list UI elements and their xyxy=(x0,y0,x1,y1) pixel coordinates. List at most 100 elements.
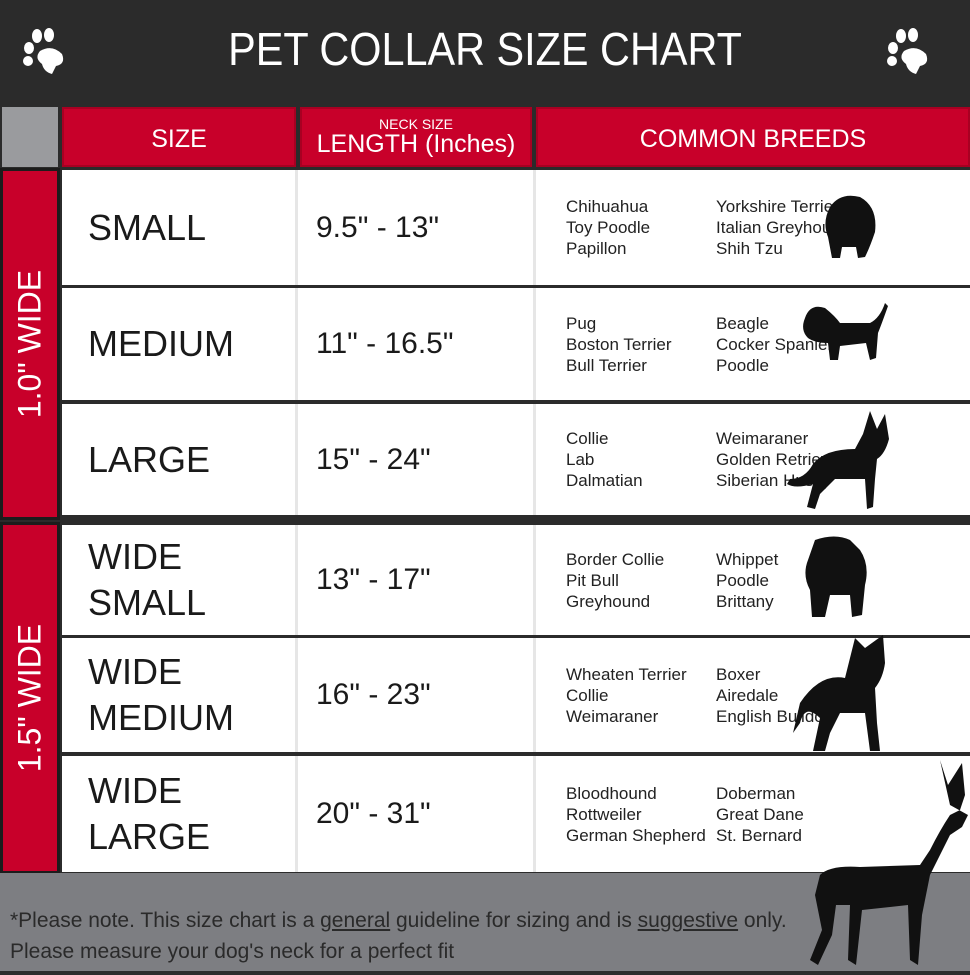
size-cell: SMALL xyxy=(62,170,298,285)
size-cell: WIDE LARGE xyxy=(62,756,298,872)
breed-name: Italian Greyhound xyxy=(716,218,851,237)
breeds-right: Yorkshire Terrier Italian Greyhound Shih T… xyxy=(716,170,850,285)
paw-icon xyxy=(23,28,64,74)
length-value: 16" - 23" xyxy=(316,678,431,711)
size-name: SMALL xyxy=(88,582,207,623)
size-name: WIDE xyxy=(88,651,182,692)
length-cell: 9.5" - 13" xyxy=(300,170,536,285)
size-cell: MEDIUM xyxy=(62,288,298,400)
column-header-size: SIZE xyxy=(62,107,296,167)
breed-name: Chihuahua xyxy=(566,197,649,216)
size-row: SMALL 9.5" - 13" Chihuahua Toy Poodle Papi… xyxy=(62,170,970,285)
breed-name: Collie xyxy=(566,685,609,705)
breed-name: Pit Bull xyxy=(566,570,619,590)
breed-name: Bloodhound xyxy=(566,783,657,803)
footer-line-2: Please measure your dog's neck for a per… xyxy=(10,940,455,963)
breed-name: Golden Retriever xyxy=(716,450,845,469)
breeds-header-label: COMMON BREEDS xyxy=(639,125,867,153)
breeds-right: Whippet Poodle Brittany xyxy=(716,525,778,635)
breeds-left: Wheaten Terrier Collie Weimaraner xyxy=(566,638,687,752)
breed-name: Brittany xyxy=(716,591,774,611)
size-name: WIDE xyxy=(88,770,182,811)
header-banner: PET COLLAR SIZE CHART xyxy=(0,0,970,104)
breeds-cell: Pug Boston Terrier Bull Terrier Beagle Cock… xyxy=(536,288,970,400)
size-name: WIDE xyxy=(88,536,182,577)
length-cell: 11" - 16.5" xyxy=(300,288,536,400)
neck-size-label: NECK SIZE xyxy=(379,116,453,132)
length-value: 13" - 17" xyxy=(316,563,431,596)
breed-name: Dalmatian xyxy=(566,471,643,490)
breeds-left: Border Collie Pit Bull Greyhound xyxy=(566,525,664,635)
size-row: WIDE SMALL 13" - 17" Border Collie Pit Bul… xyxy=(62,525,970,635)
breed-name: Yorkshire Terrier xyxy=(716,197,839,216)
column-header-length: NECK SIZE LENGTH (Inches) xyxy=(300,107,532,167)
length-value: 9.5" - 13" xyxy=(316,210,440,244)
breed-name: Collie xyxy=(566,429,609,448)
breeds-cell: Border Collie Pit Bull Greyhound Whippet Po… xyxy=(536,525,970,635)
breeds-left: Collie Lab Dalmatian xyxy=(566,404,643,515)
breed-name: Whippet xyxy=(716,549,779,569)
group-label-text: 1.0" WIDE xyxy=(11,269,48,419)
breed-name: Weimaraner xyxy=(716,429,809,448)
group-label-1-5in: 1.5" WIDE xyxy=(0,522,60,874)
length-cell: 16" - 23" xyxy=(300,638,536,752)
size-row: MEDIUM 11" - 16.5" Pug Boston Terrier Bull… xyxy=(62,288,970,400)
size-cell: LARGE xyxy=(62,404,298,515)
breeds-cell: Collie Lab Dalmatian Weimaraner Golden Retr… xyxy=(536,404,970,515)
breed-name: Border Collie xyxy=(566,549,665,569)
breed-name: Poodle xyxy=(716,355,769,375)
underlined-general: general xyxy=(320,909,391,932)
size-name: LARGE xyxy=(88,816,211,857)
size-cell: WIDE SMALL xyxy=(62,525,298,635)
breeds-cell: Chihuahua Toy Poodle Papillon Yorkshire Te… xyxy=(536,170,970,285)
paw-icon xyxy=(887,28,928,74)
breed-name: Papillon xyxy=(566,239,627,258)
breed-name: Shih Tzu xyxy=(716,239,783,258)
length-value: 20" - 31" xyxy=(316,797,431,830)
size-header-label: SIZE xyxy=(151,125,207,153)
length-cell: 15" - 24" xyxy=(300,404,536,515)
breeds-cell: Wheaten Terrier Collie Weimaraner Boxer Air… xyxy=(536,638,970,752)
breed-name: Beagle xyxy=(716,313,769,333)
breed-name: St. Bernard xyxy=(716,825,802,845)
footer-note: *Please note. This size chart is a gener… xyxy=(0,873,970,971)
breed-name: Greyhound xyxy=(566,591,651,611)
length-value: 11" - 16.5" xyxy=(316,327,454,360)
breed-name: Boxer xyxy=(716,664,761,684)
breed-name: Toy Poodle xyxy=(566,218,651,237)
size-name: MEDIUM xyxy=(88,697,234,738)
breed-name: Boston Terrier xyxy=(566,334,672,354)
header-corner xyxy=(2,107,58,167)
breeds-right: Beagle Cocker Spaniel Poodle xyxy=(716,288,831,400)
breeds-cell: Bloodhound Rottweiler German Shepherd Dobe… xyxy=(536,756,970,872)
group-label-1in: 1.0" WIDE xyxy=(0,168,60,520)
breed-name: Lab xyxy=(566,450,595,469)
breed-name: Weimaraner xyxy=(566,706,659,726)
breed-name: Rottweiler xyxy=(566,804,642,824)
size-name: MEDIUM xyxy=(88,323,234,364)
breed-name: Great Dane xyxy=(716,804,804,824)
size-row: LARGE 15" - 24" Collie Lab Dalmatian Weima… xyxy=(62,404,970,515)
breed-name: Cocker Spaniel xyxy=(716,334,832,354)
size-row: WIDE LARGE 20" - 31" Bloodhound Rottweiler… xyxy=(62,756,970,872)
doberman-silhouette-icon xyxy=(810,760,968,965)
underlined-suggestive: suggestive xyxy=(637,909,739,932)
breed-name: Poodle xyxy=(716,570,769,590)
size-name: LARGE xyxy=(88,438,211,480)
size-name: SMALL xyxy=(88,206,207,248)
breeds-left: Bloodhound Rottweiler German Shepherd xyxy=(566,756,706,872)
page-title: PET COLLAR SIZE CHART xyxy=(228,23,742,75)
length-value: 15" - 24" xyxy=(316,442,431,476)
size-cell: WIDE MEDIUM xyxy=(62,638,298,752)
breeds-right: Doberman Great Dane St. Bernard xyxy=(716,756,804,872)
group-label-text: 1.5" WIDE xyxy=(11,623,48,773)
breed-name: Wheaten Terrier xyxy=(566,664,687,684)
size-row: WIDE MEDIUM 16" - 23" Wheaten Terrier Coll… xyxy=(62,635,970,752)
breeds-left: Pug Boston Terrier Bull Terrier xyxy=(566,288,672,400)
breed-name: Airedale xyxy=(716,685,779,705)
breed-name: Doberman xyxy=(716,783,796,803)
breed-name: German Shepherd xyxy=(566,825,706,845)
breed-name: Bull Terrier xyxy=(566,355,647,375)
length-cell: 13" - 17" xyxy=(300,525,536,635)
breeds-left: Chihuahua Toy Poodle Papillon xyxy=(566,170,650,285)
